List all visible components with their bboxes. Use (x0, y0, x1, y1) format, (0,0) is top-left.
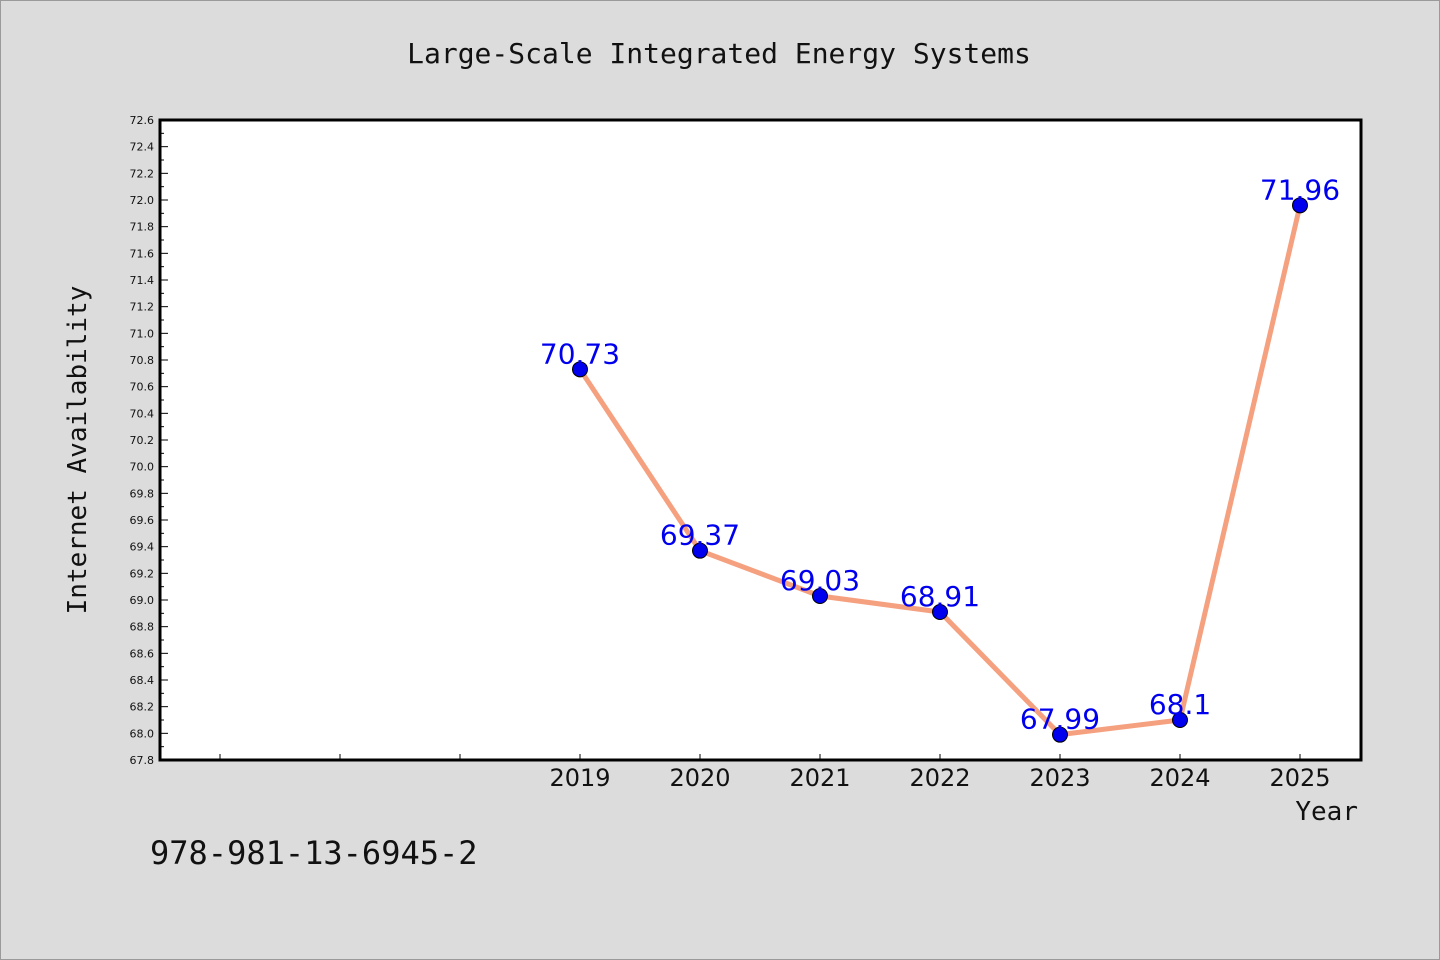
x-tick-label: 2021 (789, 764, 850, 792)
y-tick-label: 70.8 (130, 354, 155, 367)
y-tick-label: 70.6 (130, 381, 155, 394)
chart-title: Large-Scale Integrated Energy Systems (407, 37, 1031, 70)
y-tick-label: 68.8 (130, 621, 155, 634)
plot-area (158, 118, 1363, 762)
data-label-group: 70.73 69.37 69.03 68.91 67.99 68.1 71.96 (540, 173, 1340, 735)
y-tick-label: 71.0 (130, 327, 155, 340)
data-label: 68.1 (1149, 688, 1211, 721)
y-tick-label: 69.2 (130, 567, 155, 580)
y-tick-label: 71.6 (130, 247, 155, 260)
y-axis: 67.8 68.0 68.2 68.4 68.6 68.8 69.0 69.2 69.4 69.6… (130, 114, 168, 767)
y-tick-label: 72.6 (130, 114, 155, 127)
data-label: 69.37 (660, 519, 740, 552)
y-axis-label: Internet Availability (63, 286, 93, 615)
x-tick-label: 2024 (1149, 764, 1210, 792)
y-tick-label: 71.8 (130, 221, 155, 234)
data-label: 71.96 (1260, 173, 1340, 206)
y-tick-label: 69.8 (130, 487, 155, 500)
x-axis: 2019 2020 2021 2022 2023 2024 2025 (219, 754, 1331, 792)
data-point (1172, 712, 1188, 728)
y-tick-label: 69.0 (130, 594, 155, 607)
y-tick-label: 67.8 (130, 754, 155, 767)
data-label: 70.73 (540, 337, 620, 370)
y-tick-label: 71.4 (130, 274, 155, 287)
y-tick-label: 71.2 (130, 301, 155, 314)
y-tick-label: 72.2 (130, 167, 155, 180)
x-axis-label: Year (1295, 797, 1358, 827)
data-point (1052, 726, 1068, 743)
data-point (812, 588, 828, 604)
data-label: 67.99 (1020, 703, 1100, 736)
y-tick-label: 68.6 (130, 647, 155, 660)
y-tick-label: 69.6 (130, 514, 155, 527)
x-tick-label: 2020 (669, 764, 730, 792)
x-tick-label: 2023 (1029, 764, 1090, 792)
x-tick-label: 2022 (909, 764, 970, 792)
y-tick-label: 70.2 (130, 434, 155, 447)
y-tick-label: 70.4 (130, 407, 155, 420)
y-tick-label: 72.4 (130, 141, 155, 154)
y-tick-label: 70.0 (130, 461, 155, 474)
marker-group (572, 197, 1308, 743)
footer-isbn: 978-981-13-6945-2 (150, 834, 478, 872)
data-point (1292, 197, 1308, 214)
data-point (572, 361, 588, 378)
data-point (932, 604, 948, 620)
y-tick-label: 68.2 (130, 701, 155, 714)
y-tick-label: 72.0 (130, 194, 155, 207)
data-point (692, 542, 708, 559)
y-tick-label: 69.4 (130, 541, 155, 554)
data-label: 69.03 (780, 564, 860, 597)
x-tick-label: 2019 (549, 764, 610, 792)
x-tick-label: 2025 (1269, 764, 1330, 792)
data-label: 68.91 (900, 580, 980, 613)
y-tick-label: 68.0 (130, 727, 155, 740)
y-tick-label: 68.4 (130, 674, 155, 687)
